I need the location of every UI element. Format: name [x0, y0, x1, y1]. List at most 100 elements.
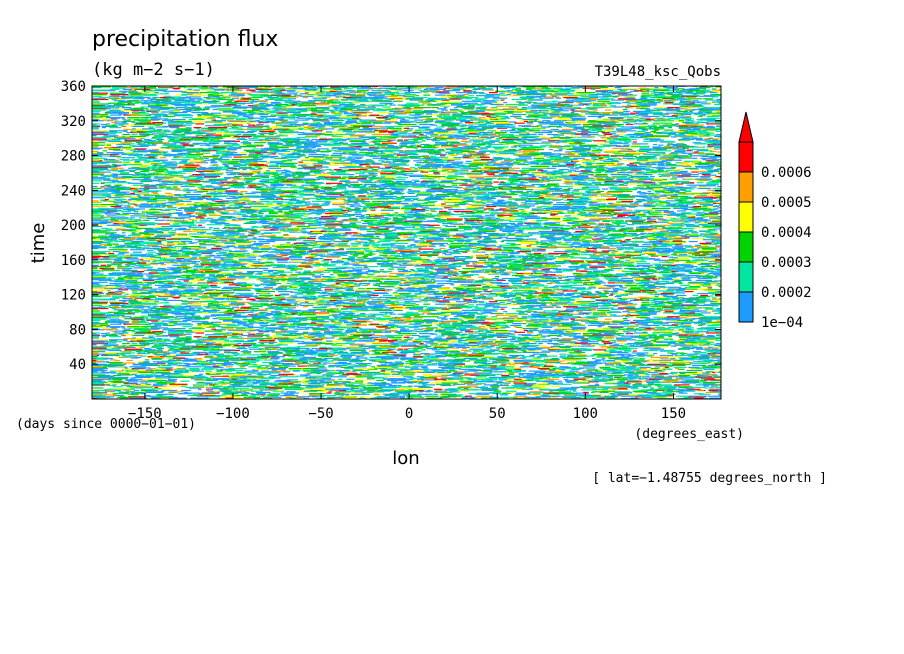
precip-cell [650, 356, 660, 358]
precip-cell [284, 393, 295, 395]
precip-cell [346, 324, 356, 326]
precip-cell [113, 309, 125, 311]
precip-cell [354, 289, 370, 291]
precip-cell [458, 313, 467, 315]
precip-cell [575, 308, 593, 310]
precip-cell [699, 319, 713, 321]
precip-cell [168, 346, 185, 348]
precip-cell [513, 359, 532, 362]
precip-cell [295, 363, 310, 365]
precip-cell [316, 373, 321, 375]
precip-cell [385, 372, 398, 374]
precip-cell [711, 305, 719, 307]
precip-cell [490, 374, 496, 377]
precip-cell [537, 298, 552, 300]
precip-cell [641, 291, 658, 293]
precip-cell [540, 387, 549, 389]
precip-cell [162, 289, 169, 291]
precip-cell [464, 365, 477, 367]
precip-cell [256, 393, 266, 395]
precip-cell [256, 291, 276, 293]
precip-cell [179, 291, 190, 293]
precip-cell [270, 395, 279, 397]
precip-cell [194, 329, 203, 332]
precip-cell [456, 288, 472, 290]
precip-cell [335, 343, 352, 345]
precip-cell [191, 346, 209, 348]
precip-cell [237, 375, 257, 377]
precip-cell [387, 284, 397, 286]
precip-cell [571, 366, 577, 368]
precip-cell [106, 361, 123, 363]
precip-cell [619, 364, 626, 367]
precip-cell [192, 351, 207, 353]
precip-cell [374, 292, 388, 294]
precip-cell [618, 349, 632, 351]
precip-cell [564, 379, 579, 382]
precip-cell [385, 324, 395, 326]
precip-cell [604, 395, 611, 397]
precip-cell [159, 313, 169, 315]
precip-cell [429, 297, 446, 300]
precip-cell [475, 393, 489, 395]
precip-cell [345, 342, 355, 344]
precip-cell [255, 320, 270, 322]
precip-cell [109, 297, 120, 300]
precip-cell [562, 351, 576, 353]
precip-cell [329, 307, 339, 310]
precip-cell [302, 337, 315, 339]
precip-cell [285, 361, 295, 363]
precip-cell [655, 394, 668, 396]
precip-cell [323, 327, 333, 329]
precip-cell [167, 331, 184, 333]
precip-cell [241, 363, 257, 365]
precip-cell [626, 332, 631, 334]
precip-cell [482, 289, 488, 291]
precip-cell [367, 382, 373, 384]
precip-cell [131, 343, 138, 345]
precip-cell [570, 318, 575, 320]
precip-cell [297, 314, 302, 316]
precip-cell [151, 358, 163, 360]
precip-cell [333, 286, 344, 288]
precip-cell [280, 298, 286, 300]
precip-cell [550, 313, 570, 315]
precip-cell [501, 355, 507, 357]
precip-cell [664, 311, 674, 313]
precip-cell [354, 284, 362, 286]
precip-cell [671, 373, 691, 375]
precip-cell [648, 371, 659, 373]
precip-cell [371, 349, 391, 352]
precip-cell [163, 304, 171, 306]
precip-cell [214, 329, 227, 331]
precip-cell [191, 346, 209, 348]
precip-cell [92, 336, 100, 338]
precip-cell [461, 349, 470, 352]
precip-cell [461, 348, 468, 350]
precip-cell [425, 298, 440, 300]
precip-cell [92, 304, 102, 306]
precip-cell [446, 359, 465, 361]
precip-cell [199, 296, 213, 298]
precip-cell [689, 286, 700, 288]
precip-cell [484, 306, 491, 308]
precip-cell [393, 324, 398, 326]
precip-cell [148, 348, 153, 350]
precip-cell [559, 366, 569, 368]
precip-cell [539, 294, 558, 296]
precip-cell [560, 322, 579, 324]
precip-cell [319, 366, 325, 368]
precip-cell [686, 315, 700, 317]
precip-cell [619, 380, 625, 382]
precip-cell [213, 378, 229, 380]
precip-cell [155, 371, 161, 373]
precip-cell [117, 352, 136, 354]
precip-cell [630, 397, 638, 399]
precip-cell [263, 286, 273, 288]
precip-cell [580, 320, 597, 322]
precip-cell [235, 284, 252, 286]
precip-cell [157, 338, 162, 340]
precip-cell [416, 289, 423, 291]
precip-cell [575, 371, 586, 373]
precip-cell [155, 297, 168, 300]
